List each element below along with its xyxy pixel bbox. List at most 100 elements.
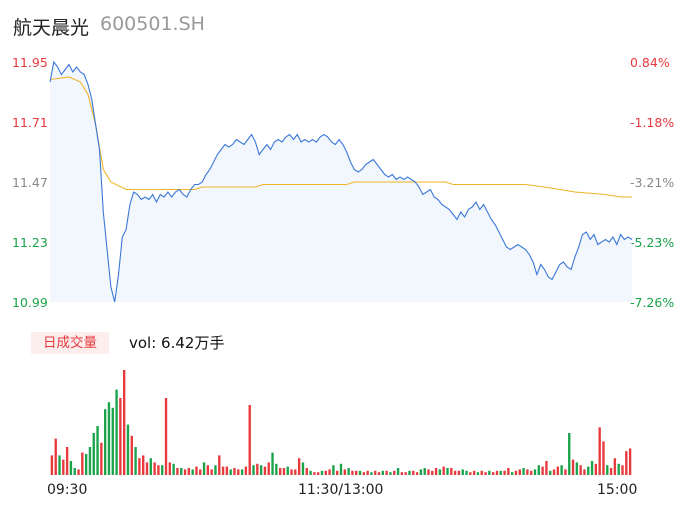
volume-bar xyxy=(564,469,567,475)
volume-bar xyxy=(58,455,61,475)
volume-bar xyxy=(488,470,491,475)
volume-bar xyxy=(111,407,114,475)
volume-bar xyxy=(366,470,369,475)
volume-bar xyxy=(518,469,521,475)
volume-bar xyxy=(511,472,514,475)
volume-bar xyxy=(301,462,305,475)
price-tick-label: 11.95 xyxy=(12,55,48,70)
volume-bar xyxy=(537,465,540,475)
volume-bar xyxy=(389,472,392,475)
volume-bar xyxy=(568,433,571,475)
volume-bar xyxy=(69,461,73,475)
stock-code: 600501.SH xyxy=(100,13,205,35)
volume-bar xyxy=(347,468,350,475)
volume-bar xyxy=(393,470,396,475)
volume-bar xyxy=(103,409,107,475)
pct-tick-label: -5.23% xyxy=(630,235,675,250)
volume-bar xyxy=(461,469,464,475)
volume-bar xyxy=(172,463,175,475)
volume-bar xyxy=(294,469,297,475)
volume-bar xyxy=(434,468,438,475)
volume-bar xyxy=(396,468,400,475)
volume-bar xyxy=(423,468,426,475)
volume-bar xyxy=(324,470,327,475)
volume-bars xyxy=(50,370,632,475)
volume-bar xyxy=(476,472,480,475)
volume-bar xyxy=(50,455,54,475)
x-tick-label: 11:30/13:00 xyxy=(298,482,384,498)
volume-bar xyxy=(214,465,217,475)
volume-bar xyxy=(446,468,449,475)
volume-bar xyxy=(552,469,556,475)
volume-bar xyxy=(248,405,251,475)
volume-tag: 日成交量 xyxy=(31,332,109,354)
volume-bar xyxy=(252,465,255,475)
volume-bar xyxy=(267,462,270,475)
volume-bar xyxy=(153,462,156,475)
volume-bar xyxy=(358,470,362,475)
volume-bar xyxy=(115,389,118,475)
volume-bar xyxy=(587,466,590,475)
volume-bar xyxy=(453,470,457,475)
volume-bar xyxy=(73,468,76,475)
volume-bar xyxy=(62,459,65,475)
volume-bar xyxy=(286,466,289,475)
volume-bar xyxy=(183,469,187,475)
volume-bar xyxy=(180,468,183,475)
pct-tick-label: -3.21% xyxy=(630,175,675,190)
volume-bar xyxy=(579,465,582,475)
volume-bar xyxy=(431,470,434,475)
volume-bar xyxy=(377,472,381,475)
volume-bar xyxy=(438,469,442,475)
volume-bar xyxy=(187,468,191,475)
volume-bar xyxy=(119,398,122,475)
volume-bar xyxy=(313,472,316,475)
volume-bar xyxy=(84,454,88,475)
volume-bar xyxy=(206,465,210,475)
volume-bar xyxy=(96,426,99,475)
volume-bar xyxy=(590,461,594,475)
volume-bar xyxy=(221,466,225,475)
volume-bar xyxy=(374,470,377,475)
volume-value: vol: 6.42万手 xyxy=(129,334,225,352)
volume-bar xyxy=(145,462,149,475)
volume-bar xyxy=(514,470,518,475)
volume-bar xyxy=(370,472,373,475)
volume-bar xyxy=(218,455,221,475)
price-tick-label: 11.23 xyxy=(12,235,48,250)
volume-bar xyxy=(556,466,559,475)
volume-bar xyxy=(457,470,461,475)
volume-bar xyxy=(609,468,613,475)
volume-bar xyxy=(157,465,160,475)
volume-bar xyxy=(526,469,529,475)
volume-bar xyxy=(240,469,244,475)
volume-bar xyxy=(617,463,620,475)
volume-bar xyxy=(282,468,286,475)
stock-name: 航天晨光 xyxy=(13,17,90,39)
volume-bar xyxy=(522,468,525,475)
price-area xyxy=(50,62,632,302)
volume-bar xyxy=(126,424,130,475)
volume-bar xyxy=(484,472,487,475)
volume-bar xyxy=(533,469,537,475)
volume-bar xyxy=(275,463,278,475)
volume-bar xyxy=(142,455,145,475)
volume-bar xyxy=(571,459,575,475)
volume-bar xyxy=(191,469,194,475)
volume-bar xyxy=(176,468,179,475)
volume-bar xyxy=(450,468,453,475)
volume-bar xyxy=(233,468,236,475)
volume-bar xyxy=(256,463,259,475)
volume-bar xyxy=(164,398,168,475)
pct-tick-label: -7.26% xyxy=(630,295,675,310)
volume-bar xyxy=(123,370,126,475)
volume-bar xyxy=(65,447,69,475)
volume-bar xyxy=(503,470,506,475)
volume-bar xyxy=(309,470,312,475)
volume-bar xyxy=(621,465,624,475)
volume-bar xyxy=(305,468,308,475)
volume-bar xyxy=(491,472,495,475)
volume-bar xyxy=(229,469,232,475)
volume-bar xyxy=(381,470,385,475)
